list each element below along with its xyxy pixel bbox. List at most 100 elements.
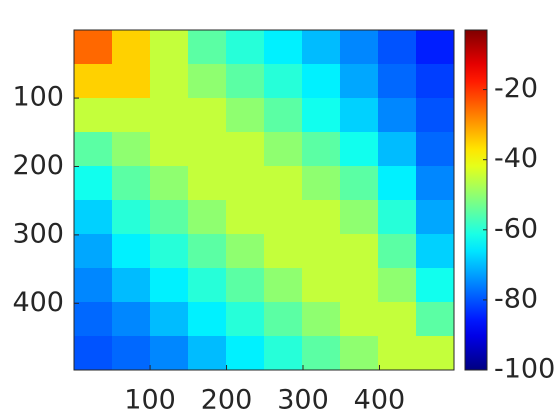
heatmap-cell — [226, 64, 265, 99]
heatmap-cell — [150, 200, 189, 235]
heatmap-cell — [302, 98, 341, 133]
heatmap-cell — [340, 302, 379, 337]
heatmap-cell — [74, 98, 113, 133]
y-tick-label: 100 — [12, 82, 64, 113]
heatmap-cell — [378, 64, 417, 99]
heatmap-cell — [302, 336, 341, 371]
heatmap-cell — [226, 268, 265, 303]
heatmap-cell — [188, 336, 227, 371]
heatmap-cell — [112, 30, 151, 65]
y-tick-label: 200 — [12, 150, 64, 181]
heatmap-cell — [416, 30, 455, 65]
heatmap-cell — [302, 64, 341, 99]
heatmap-cell — [264, 302, 303, 337]
heatmap-cell — [112, 268, 151, 303]
y-tick-label: 300 — [12, 218, 64, 249]
heatmap-cell — [226, 302, 265, 337]
heatmap-cell — [188, 234, 227, 269]
colorbar-tick-label: -100 — [494, 354, 555, 385]
heatmap-cell — [302, 166, 341, 201]
heatmap-cell — [226, 98, 265, 133]
x-tick-label: 300 — [277, 385, 329, 416]
x-tick-label: 100 — [124, 385, 176, 416]
heatmap-cell — [112, 166, 151, 201]
heatmap-cell — [416, 268, 455, 303]
y-tick-label: 400 — [12, 287, 64, 318]
heatmap-cell — [112, 200, 151, 235]
heatmap-cell — [74, 200, 113, 235]
heatmap-cell — [340, 268, 379, 303]
heatmap-cell — [378, 30, 417, 65]
heatmap-cell — [112, 64, 151, 99]
heatmap-cell — [74, 336, 113, 371]
heatmap-cell — [264, 200, 303, 235]
heatmap-cell — [264, 166, 303, 201]
x-tick-label: 400 — [354, 385, 406, 416]
heatmap-cell — [74, 268, 113, 303]
heatmap-cell — [378, 166, 417, 201]
heatmap-cell — [416, 166, 455, 201]
heatmap-cell — [74, 30, 113, 65]
heatmap-cell — [150, 234, 189, 269]
heatmap-cell — [188, 302, 227, 337]
heatmap-cell — [112, 234, 151, 269]
heatmap-cell — [378, 336, 417, 371]
heatmap-cell — [302, 132, 341, 167]
heatmap-cell — [150, 64, 189, 99]
heatmap-cell — [112, 336, 151, 371]
heatmap-cell — [340, 336, 379, 371]
heatmap-cells — [74, 30, 455, 371]
heatmap-cell — [378, 98, 417, 133]
heatmap-cell — [378, 132, 417, 167]
heatmap-cell — [302, 30, 341, 65]
heatmap-cell — [150, 336, 189, 371]
heatmap-cell — [264, 30, 303, 65]
heatmap-cell — [74, 132, 113, 167]
heatmap-cell — [150, 30, 189, 65]
heatmap-cell — [340, 64, 379, 99]
heatmap-cell — [340, 30, 379, 65]
heatmap-cell — [416, 64, 455, 99]
heatmap-cell — [264, 234, 303, 269]
heatmap-cell — [340, 200, 379, 235]
heatmap-cell — [378, 234, 417, 269]
heatmap-cell — [302, 268, 341, 303]
heatmap-cell — [150, 268, 189, 303]
heatmap-cell — [188, 200, 227, 235]
colorbar-tick-label: -40 — [494, 143, 538, 174]
heatmap-cell — [150, 166, 189, 201]
heatmap-cell — [264, 132, 303, 167]
heatmap-cell — [416, 302, 455, 337]
heatmap-cell — [74, 234, 113, 269]
heatmap-cell — [226, 336, 265, 371]
heatmap-cell — [188, 132, 227, 167]
heatmap-cell — [416, 234, 455, 269]
heatmap-cell — [150, 132, 189, 167]
heatmap-cell — [226, 200, 265, 235]
heatmap-cell — [416, 336, 455, 371]
heatmap-cell — [378, 268, 417, 303]
heatmap-cell — [264, 336, 303, 371]
heatmap-cell — [112, 132, 151, 167]
heatmap-cell — [112, 98, 151, 133]
heatmap-cell — [264, 64, 303, 99]
heatmap-cell — [264, 98, 303, 133]
heatmap-cell — [226, 132, 265, 167]
x-tick-label: 200 — [201, 385, 253, 416]
heatmap-cell — [340, 132, 379, 167]
heatmap-cell — [150, 98, 189, 133]
heatmap-cell — [112, 302, 151, 337]
heatmap-cell — [188, 98, 227, 133]
heatmap-cell — [416, 132, 455, 167]
heatmap-cell — [264, 268, 303, 303]
heatmap-cell — [74, 166, 113, 201]
heatmap-cell — [188, 268, 227, 303]
heatmap-cell — [302, 302, 341, 337]
heatmap-cell — [416, 200, 455, 235]
heatmap-cell — [74, 302, 113, 337]
heatmap-cell — [188, 166, 227, 201]
colorbar — [464, 29, 488, 371]
colorbar-tick-label: -60 — [494, 213, 538, 244]
heatmap-cell — [302, 200, 341, 235]
